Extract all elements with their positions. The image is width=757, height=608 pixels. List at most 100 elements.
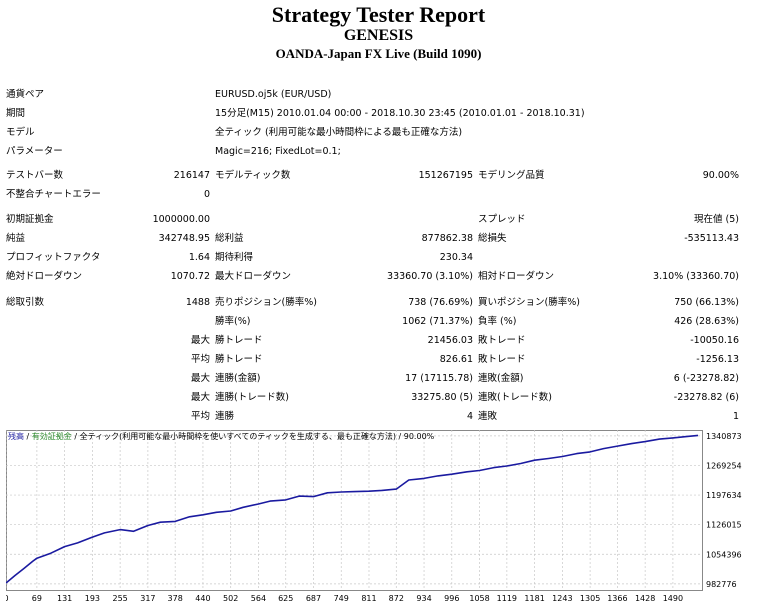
- avg-loss-value: -1256.13: [696, 354, 739, 365]
- gross-loss-label: 総損失: [478, 233, 507, 244]
- x-tick-label: 1181: [524, 594, 544, 603]
- rel-drawdown-value: 3.10% (33360.70): [653, 271, 739, 282]
- y-tick-label: 1197634: [706, 491, 742, 500]
- x-tick-label: 69: [32, 594, 42, 603]
- payoff-label: 期待利得: [215, 252, 254, 263]
- net-profit-value: 342748.95: [158, 233, 210, 244]
- avg-cons-losses-value: 1: [732, 411, 739, 422]
- deposit-label: 初期証拠金: [6, 214, 54, 225]
- avg-cons-losses-label: 連敗: [478, 411, 498, 422]
- x-tick-label: 811: [361, 594, 376, 603]
- max-cons-wins-label: 連勝(金額): [215, 373, 261, 384]
- abs-drawdown-value: 1070.72: [170, 271, 210, 282]
- loss-rate-value: 426 (28.63%): [674, 316, 739, 327]
- x-tick-label: 378: [168, 594, 183, 603]
- largest-prefix: 最大: [190, 335, 210, 346]
- avg-cons-wins-label: 連勝: [215, 411, 235, 422]
- long-positions-value: 750 (66.13%): [674, 297, 739, 308]
- largest-win-value: 21456.03: [427, 335, 473, 346]
- mismatch-value: 0: [203, 189, 210, 200]
- loss-rate-label: 負率 (%): [478, 316, 517, 327]
- x-tick-label: 1490: [663, 594, 683, 603]
- quality-value: 90.00%: [702, 170, 739, 181]
- expert-name: GENESIS: [343, 27, 414, 44]
- report-title: Strategy Tester Report: [271, 2, 486, 27]
- y-tick-label: 1340873: [706, 432, 742, 441]
- bars-value: 216147: [173, 170, 210, 181]
- x-tick-label: 872: [389, 594, 404, 603]
- symbol-value: EURUSD.oj5k (EUR/USD): [215, 89, 332, 100]
- rel-drawdown-label: 相対ドローダウン: [478, 271, 555, 282]
- params-value: Magic=216; FixedLot=0.1;: [215, 146, 341, 157]
- gross-profit-label: 総利益: [215, 233, 244, 244]
- largest-loss-value: -10050.16: [690, 335, 739, 346]
- x-tick-label: 996: [444, 594, 459, 603]
- legend-equity: 有効証拠金: [31, 432, 72, 441]
- x-tick-label: 440: [195, 594, 210, 603]
- avg-win-label: 勝トレード: [215, 354, 263, 365]
- gross-loss-value: -535113.43: [684, 233, 739, 244]
- x-tick-label: 1305: [580, 594, 600, 603]
- abs-drawdown-label: 絶対ドローダウン: [6, 271, 83, 282]
- short-positions-label: 売りポジション(勝率%): [215, 297, 317, 308]
- y-tick-label: 982776: [706, 580, 737, 589]
- chart-legend: 残高 / 有効証拠金 / 全ティック(利用可能な最小時間枠を使いすべてのティック…: [8, 432, 434, 442]
- x-tick-label: 625: [278, 594, 293, 603]
- y-tick-label: 1126015: [706, 521, 742, 530]
- avg-win-value: 826.61: [439, 354, 473, 365]
- legend-sep1: /: [24, 432, 32, 441]
- x-tick-label: 193: [85, 594, 100, 603]
- bars-label: テストバー数: [6, 170, 64, 181]
- payoff-value: 230.34: [439, 252, 473, 263]
- max-cons-lossamt-value: -23278.82 (6): [673, 392, 739, 403]
- avg-cons-prefix: 平均: [190, 411, 210, 422]
- legend-model: 全ティック(利用可能な最小時間枠を使いすべてのティックを生成する、最も正確な方法…: [79, 432, 396, 441]
- symbol-label: 通貨ペア: [6, 89, 45, 100]
- max-drawdown-value: 33360.70 (3.10%): [387, 271, 473, 282]
- y-tick-label: 1054396: [706, 550, 742, 559]
- total-trades-label: 総取引数: [6, 297, 45, 308]
- max-cons-wins-value: 17 (17115.78): [405, 373, 473, 384]
- x-tick-label: 255: [112, 594, 127, 603]
- x-tick-label: 317: [140, 594, 155, 603]
- total-trades-value: 1488: [185, 297, 210, 308]
- profit-factor-value: 1.64: [188, 252, 210, 263]
- x-tick-label: 1366: [607, 594, 627, 603]
- x-tick-label: 687: [306, 594, 321, 603]
- legend-balance: 残高: [8, 432, 24, 441]
- x-tick-label: 0: [6, 594, 9, 603]
- x-tick-label: 131: [57, 594, 72, 603]
- deposit-value: 1000000.00: [152, 214, 210, 225]
- server-name: OANDA-Japan FX Live (Build 1090): [275, 46, 482, 61]
- max-drawdown-label: 最大ドローダウン: [215, 271, 292, 282]
- x-tick-label: 934: [416, 594, 431, 603]
- quality-label: モデリング品質: [478, 170, 545, 181]
- y-tick-label: 1269254: [706, 461, 742, 470]
- period-label: 期間: [6, 108, 26, 119]
- max-cons-losses-label: 連敗(金額): [478, 373, 524, 384]
- max-cons-lossamt-label: 連敗(トレード数): [478, 392, 552, 403]
- x-tick-label: 564: [251, 594, 266, 603]
- win-rate-value: 1062 (71.37%): [402, 316, 473, 327]
- ticks-value: 151267195: [418, 170, 473, 181]
- x-tick-label: 502: [223, 594, 238, 603]
- balance-line: [6, 434, 699, 584]
- plot-area: [6, 430, 703, 591]
- max-cons-prefix: 最大: [190, 373, 210, 384]
- model-value: 全ティック (利用可能な最小時間枠による最も正確な方法): [215, 127, 463, 138]
- profit-factor-label: プロフィットファクタ: [6, 252, 101, 263]
- win-rate-label: 勝率(%): [215, 316, 251, 327]
- x-tick-label: 1428: [635, 594, 655, 603]
- largest-loss-label: 敗トレード: [478, 335, 526, 346]
- avg-loss-label: 敗トレード: [478, 354, 526, 365]
- largest-win-label: 勝トレード: [215, 335, 263, 346]
- params-label: パラメーター: [6, 146, 63, 157]
- ticks-label: モデルティック数: [215, 170, 291, 181]
- x-tick-label: 1119: [497, 594, 517, 603]
- max-cons-profit-label: 連勝(トレード数): [215, 392, 289, 403]
- balance-chart: 0 69 131 193 255 317 378 440 502 564 625 687 749 811 8…: [6, 430, 752, 603]
- spread-value: 現在値 (5): [694, 214, 739, 225]
- balance-chart-svg: 0 69 131 193 255 317 378 440 502 564 625 687 749 811 8…: [6, 430, 742, 603]
- x-tick-label: 749: [334, 594, 349, 603]
- gross-profit-value: 877862.38: [421, 233, 473, 244]
